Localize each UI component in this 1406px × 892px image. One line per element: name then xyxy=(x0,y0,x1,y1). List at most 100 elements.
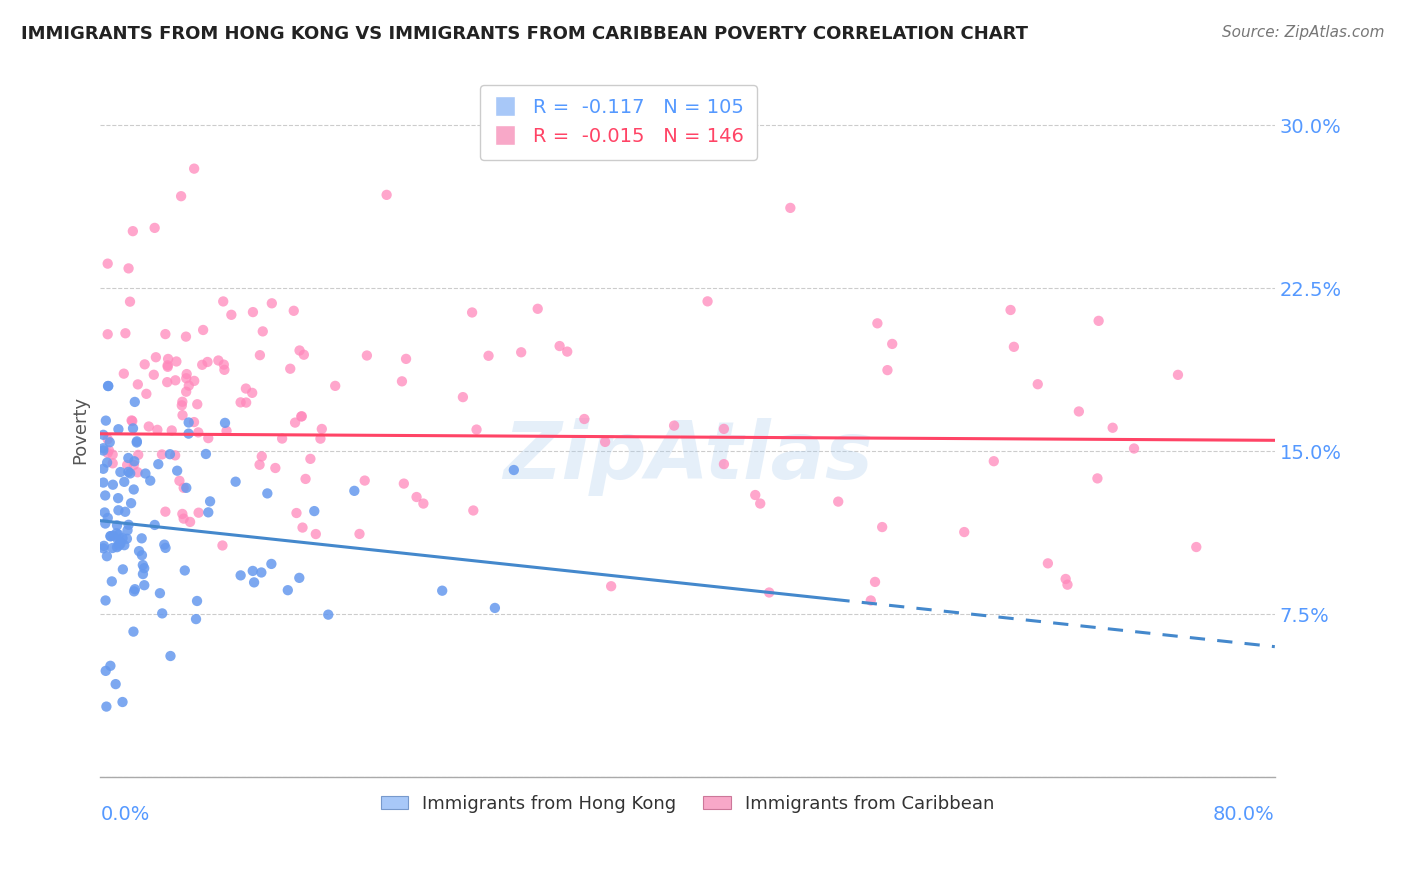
Point xyxy=(249,458,271,472)
Point xyxy=(91,462,114,476)
Point xyxy=(122,584,145,599)
Point xyxy=(242,564,264,578)
Point xyxy=(214,416,236,430)
Point xyxy=(288,343,311,358)
Point xyxy=(983,454,1005,468)
Point xyxy=(249,348,271,362)
Point xyxy=(149,586,172,600)
Point xyxy=(214,363,236,377)
Point xyxy=(93,506,115,520)
Point xyxy=(131,532,153,546)
Point xyxy=(107,533,129,548)
Point xyxy=(100,658,122,673)
Point xyxy=(277,583,299,598)
Point xyxy=(150,447,173,461)
Point xyxy=(198,494,221,508)
Point xyxy=(117,450,139,465)
Point xyxy=(271,432,294,446)
Point xyxy=(117,523,139,537)
Point xyxy=(250,566,273,580)
Point xyxy=(120,467,142,481)
Point xyxy=(256,486,278,500)
Point xyxy=(1067,404,1090,418)
Point xyxy=(156,359,179,374)
Point xyxy=(115,458,138,472)
Point xyxy=(105,526,128,541)
Point xyxy=(484,601,506,615)
Point xyxy=(142,368,165,382)
Point xyxy=(309,432,332,446)
Point xyxy=(114,505,136,519)
Point xyxy=(150,607,173,621)
Point xyxy=(97,379,120,393)
Point xyxy=(1036,557,1059,571)
Point xyxy=(392,476,415,491)
Point xyxy=(574,412,596,426)
Point xyxy=(101,574,124,589)
Point xyxy=(465,423,488,437)
Point xyxy=(127,448,149,462)
Point xyxy=(264,461,287,475)
Point xyxy=(97,379,120,393)
Point xyxy=(172,408,194,422)
Point xyxy=(101,529,124,543)
Point xyxy=(177,416,200,430)
Point xyxy=(349,527,371,541)
Point xyxy=(134,357,156,371)
Point xyxy=(174,384,197,399)
Point xyxy=(111,695,134,709)
Point xyxy=(207,353,229,368)
Point xyxy=(124,582,146,597)
Point xyxy=(131,548,153,562)
Point xyxy=(107,503,129,517)
Point xyxy=(108,535,131,549)
Point xyxy=(463,503,485,517)
Point xyxy=(155,505,177,519)
Point xyxy=(134,467,156,481)
Point xyxy=(111,531,134,545)
Point xyxy=(183,161,205,176)
Point xyxy=(235,382,257,396)
Point xyxy=(1056,577,1078,591)
Point xyxy=(391,375,413,389)
Point xyxy=(134,578,156,592)
Point xyxy=(100,529,122,543)
Point xyxy=(155,327,177,342)
Point xyxy=(405,490,427,504)
Point xyxy=(96,456,118,470)
Point xyxy=(252,325,274,339)
Point xyxy=(111,562,134,576)
Point xyxy=(353,474,375,488)
Point xyxy=(121,224,143,238)
Point xyxy=(165,354,187,368)
Point xyxy=(197,431,219,445)
Point xyxy=(1167,368,1189,382)
Point xyxy=(160,424,183,438)
Point xyxy=(110,465,132,479)
Point xyxy=(863,574,886,589)
Point xyxy=(91,427,114,442)
Point xyxy=(212,294,235,309)
Point xyxy=(211,539,233,553)
Point xyxy=(1123,442,1146,456)
Point xyxy=(713,457,735,471)
Point xyxy=(125,435,148,450)
Point xyxy=(127,377,149,392)
Point xyxy=(97,443,120,458)
Point xyxy=(197,355,219,369)
Point xyxy=(97,446,120,460)
Point xyxy=(156,375,179,389)
Point xyxy=(143,517,166,532)
Point xyxy=(174,329,197,343)
Point xyxy=(451,390,474,404)
Point xyxy=(177,426,200,441)
Point xyxy=(1101,421,1123,435)
Point xyxy=(125,434,148,449)
Point xyxy=(395,351,418,366)
Point xyxy=(173,511,195,525)
Point xyxy=(172,394,194,409)
Point xyxy=(124,395,146,409)
Point xyxy=(138,419,160,434)
Point xyxy=(93,539,115,553)
Point xyxy=(600,579,623,593)
